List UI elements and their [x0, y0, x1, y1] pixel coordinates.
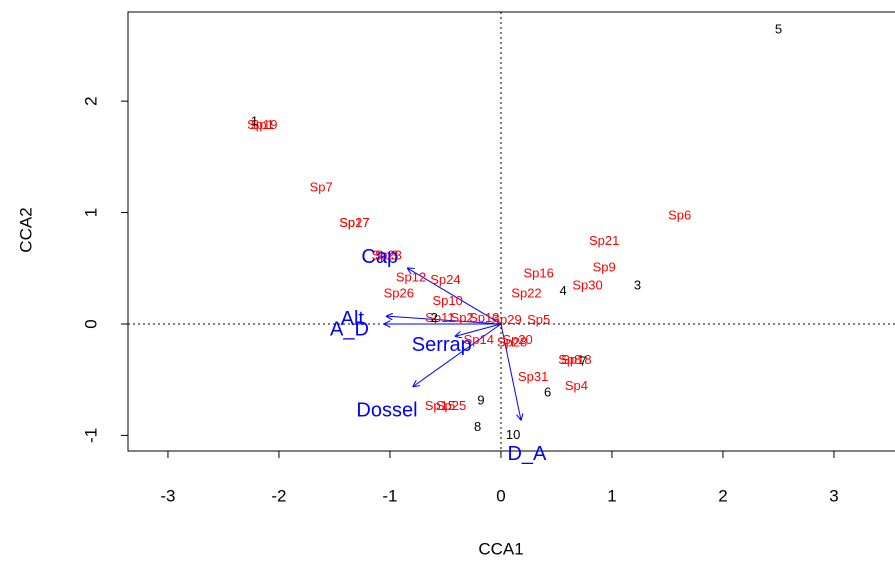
- species-label: Sp25: [436, 398, 466, 413]
- species-label: Sp12: [396, 270, 426, 285]
- species-label: Sp15: [425, 398, 455, 413]
- site-label: 8: [474, 419, 481, 434]
- species-label: Sp13: [469, 310, 499, 325]
- species-label: Sp14: [464, 332, 494, 347]
- arrow-label: D_A: [507, 443, 547, 465]
- site-label: 3: [634, 278, 641, 293]
- site-label: 6: [544, 384, 551, 399]
- species-label: Sp9: [593, 260, 616, 275]
- arrow-label: Alt: [341, 308, 365, 330]
- x-tick-label: 2: [718, 486, 727, 505]
- site-label: 4: [559, 283, 566, 298]
- species-label: Sp20: [502, 332, 532, 347]
- biplot-arrow: [500, 323, 521, 420]
- species-label: Sp31: [518, 369, 548, 384]
- species-label: Sp10: [432, 293, 462, 308]
- x-tick-label: 1: [607, 486, 616, 505]
- species-label: Sp16: [524, 265, 554, 280]
- arrow-label: Serrap: [412, 334, 472, 356]
- site-label: 7: [579, 353, 586, 368]
- species-label: Sp21: [589, 233, 619, 248]
- species-label: Sp1: [251, 117, 274, 132]
- biplot-arrow: [408, 268, 502, 325]
- species-label: Sp4: [565, 378, 588, 393]
- arrow-label: Dossel: [356, 399, 417, 421]
- site-label: 1: [251, 114, 258, 129]
- species-label: Sp29: [491, 312, 521, 327]
- species-label: Sp22: [511, 285, 541, 300]
- species-label: Sp26: [384, 285, 414, 300]
- y-tick-label: 0: [81, 319, 100, 328]
- species-label: Sp23: [371, 247, 401, 262]
- species-label: Sp6: [668, 207, 691, 222]
- x-tick-label: 3: [829, 486, 838, 505]
- biplot-arrow: [455, 323, 502, 336]
- site-label: 5: [775, 21, 782, 36]
- x-tick-label: -2: [271, 486, 286, 505]
- site-label: 2: [431, 310, 438, 325]
- arrow-label: Cap: [361, 246, 398, 268]
- species-label: Sp2: [451, 310, 474, 325]
- site-label: 9: [477, 392, 484, 407]
- y-tick-label: -1: [81, 428, 100, 443]
- species-label: Sp17: [339, 215, 369, 230]
- species-label: Sp18: [561, 352, 591, 367]
- species-label: Sp11: [425, 310, 454, 325]
- species-label: Sp28: [497, 334, 527, 349]
- biplot-arrow: [413, 323, 502, 386]
- species-label: Sp19: [247, 117, 277, 132]
- plot-frame: [127, 11, 895, 452]
- biplot-arrow: [387, 316, 501, 325]
- x-tick-label: -3: [160, 486, 175, 505]
- species-label: Sp8: [558, 352, 581, 367]
- x-axis-title: CCA1: [478, 539, 523, 558]
- species-label: Sp7: [310, 179, 333, 194]
- species-label: Sp24: [430, 272, 460, 287]
- y-tick-label: 1: [81, 208, 100, 217]
- x-tick-label: -1: [382, 486, 397, 505]
- species-label: Sp5: [527, 312, 550, 327]
- arrow-label: A_D: [330, 318, 369, 340]
- species-label: Sp30: [572, 278, 602, 293]
- site-label: 10: [506, 427, 520, 442]
- species-label: Sp27: [339, 215, 369, 230]
- species-label: Sp3: [375, 247, 398, 262]
- y-tick-label: 2: [81, 96, 100, 105]
- y-axis-title: CCA2: [16, 207, 35, 252]
- x-tick-label: 0: [496, 486, 505, 505]
